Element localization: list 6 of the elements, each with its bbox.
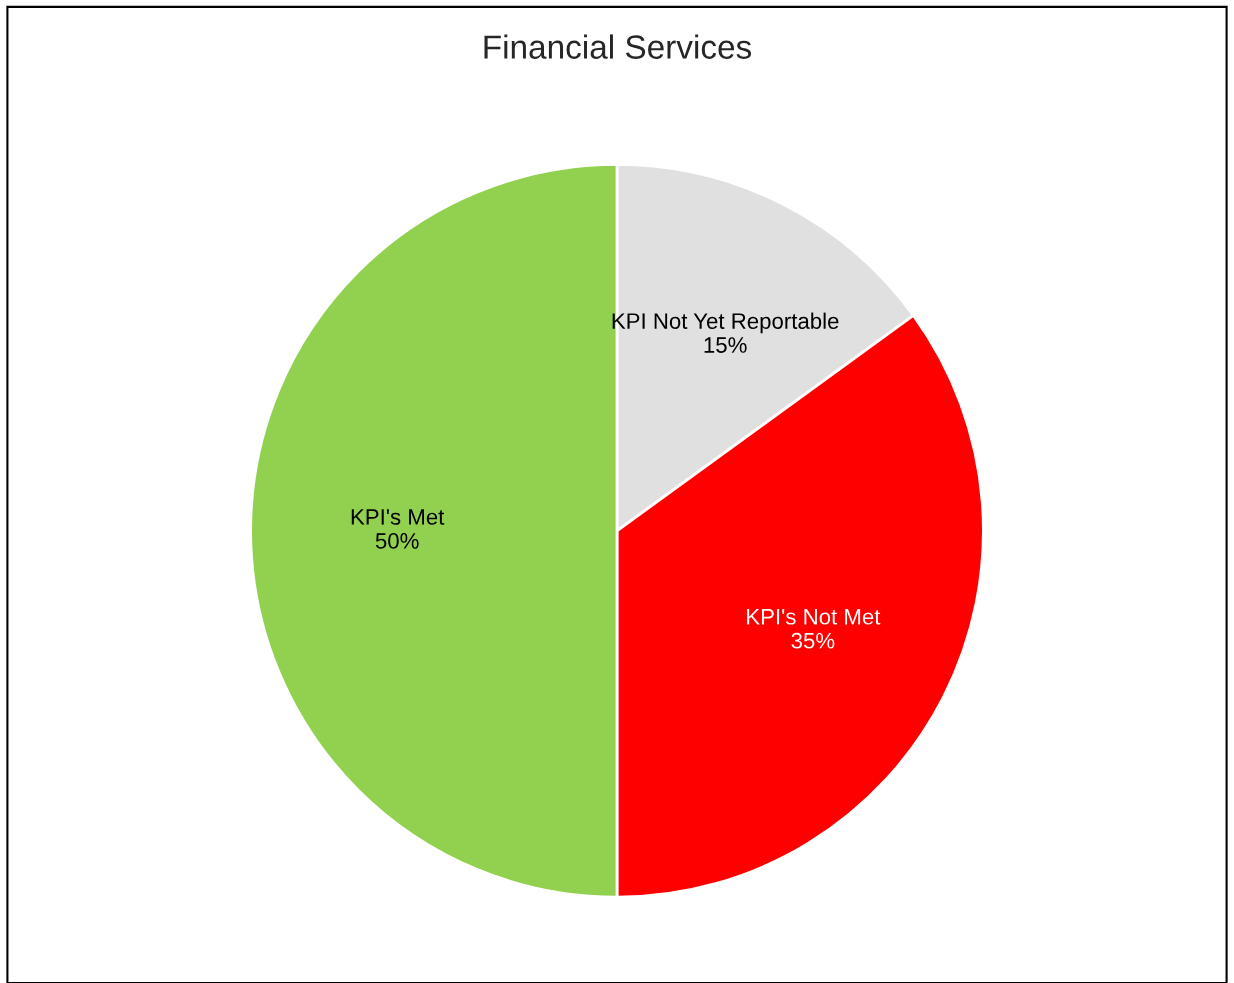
data-label: 35%	[791, 632, 835, 649]
slice-label: KPI's Not Met	[747, 609, 881, 625]
data-label: 50%	[375, 533, 419, 549]
chart-title: Financial Services	[484, 34, 752, 59]
data-label: 15%	[704, 337, 747, 353]
slice-label: KPI's Met	[351, 509, 445, 525]
